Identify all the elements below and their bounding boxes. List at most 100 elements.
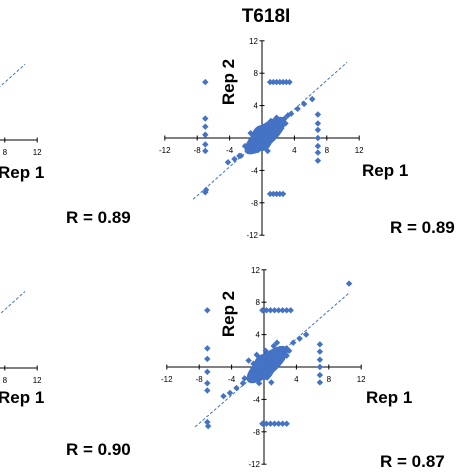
data-point (267, 307, 274, 314)
data-point (300, 100, 308, 108)
x-tick-label: 12 (355, 146, 364, 155)
data-point (279, 78, 287, 86)
trendline (0, 291, 26, 315)
data-point (258, 354, 265, 361)
data-point (314, 111, 322, 118)
x-tick-label: 8 (3, 148, 8, 157)
data-point (273, 78, 280, 86)
data-point (204, 387, 211, 394)
data-point (262, 347, 269, 354)
data-point (286, 78, 293, 86)
data-point (251, 132, 258, 139)
data-point (279, 307, 286, 314)
data-point (275, 120, 282, 127)
data-point (278, 125, 285, 132)
scatter-panel-bottom-left: 8 12 Rep 1 R = 0.90 (0, 291, 131, 459)
data-point (259, 123, 267, 130)
data-point (202, 131, 209, 138)
x-axis-title: Rep 1 (366, 388, 412, 407)
data-point (254, 146, 262, 154)
y-tick-label: 8 (256, 298, 261, 307)
data-point (270, 342, 277, 350)
data-point (264, 374, 271, 381)
data-point (247, 129, 254, 137)
data-point (316, 356, 324, 363)
scatter-panel-top-center: -12 -8 -4 4 8 12 12 8 4 -4 -8 -12 Rep 1 Rep 2 R = 0.89 (159, 37, 455, 240)
data-point (204, 418, 211, 426)
x-tick-label: -4 (226, 146, 234, 155)
y-tick-label: -12 (248, 460, 260, 469)
data-point (314, 142, 322, 150)
data-point (241, 375, 248, 382)
data-point (204, 368, 211, 376)
x-tick-label: 12 (33, 376, 42, 385)
data-point (316, 341, 324, 348)
scatter-panel-top-left: 8 12 Rep 1 R = 0.89 (0, 63, 131, 227)
data-point (278, 356, 286, 363)
data-point (283, 352, 290, 359)
data-point (275, 420, 282, 427)
data-point (314, 126, 322, 134)
data-point (204, 380, 211, 387)
data-point (272, 362, 279, 369)
data-point (282, 120, 289, 127)
data-point (316, 379, 324, 386)
y-axis-title: Rep 2 (219, 59, 238, 105)
data-point (273, 339, 281, 346)
y-tick-label: 8 (254, 69, 259, 78)
data-point (314, 149, 322, 156)
data-point (259, 420, 266, 427)
x-tick-label: -12 (159, 146, 171, 155)
data-point (283, 420, 290, 427)
y-tick-label: 4 (254, 102, 259, 111)
y-tick-label: -4 (251, 166, 259, 175)
data-point (284, 112, 292, 119)
data-point (202, 147, 209, 155)
data-point (266, 133, 273, 141)
data-point (241, 142, 249, 150)
x-tick-label: 4 (292, 146, 297, 155)
data-point (263, 420, 270, 427)
x-tick-label: 8 (3, 376, 8, 385)
data-point (262, 132, 269, 139)
x-tick-label: 12 (33, 148, 42, 157)
data-point (275, 307, 282, 314)
data-point (204, 355, 211, 363)
correlation-label: R = 0.89 (66, 208, 131, 227)
data-point (287, 110, 295, 117)
data-point (277, 350, 284, 357)
x-tick-label: -8 (194, 146, 202, 155)
data-point (250, 360, 257, 367)
x-axis-title: Rep 1 (0, 163, 44, 182)
y-tick-label: 12 (249, 37, 258, 46)
data-point (269, 128, 276, 135)
data-point (289, 339, 297, 346)
data-point (270, 78, 277, 86)
data-point (314, 157, 322, 164)
data-point (226, 389, 234, 397)
data-point (258, 134, 266, 142)
y-tick-label: -8 (253, 428, 261, 437)
data-point (255, 380, 263, 387)
data-point (265, 360, 273, 367)
data-point (244, 147, 251, 155)
data-point (202, 123, 209, 130)
data-point (204, 307, 211, 314)
data-point (257, 127, 264, 134)
y-axis-title: Rep 2 (219, 291, 238, 337)
data-point (276, 190, 284, 198)
data-point (345, 280, 353, 287)
data-point (251, 370, 259, 377)
data-point (257, 367, 264, 375)
data-point (256, 138, 263, 145)
data-point (279, 420, 286, 427)
data-point (266, 78, 274, 86)
data-point (316, 363, 324, 371)
x-tick-label: 12 (357, 375, 366, 384)
data-point (272, 356, 280, 363)
x-tick-label: -12 (161, 375, 173, 384)
data-point (250, 140, 258, 147)
x-tick-label: -4 (228, 375, 236, 384)
data-point (270, 190, 277, 198)
